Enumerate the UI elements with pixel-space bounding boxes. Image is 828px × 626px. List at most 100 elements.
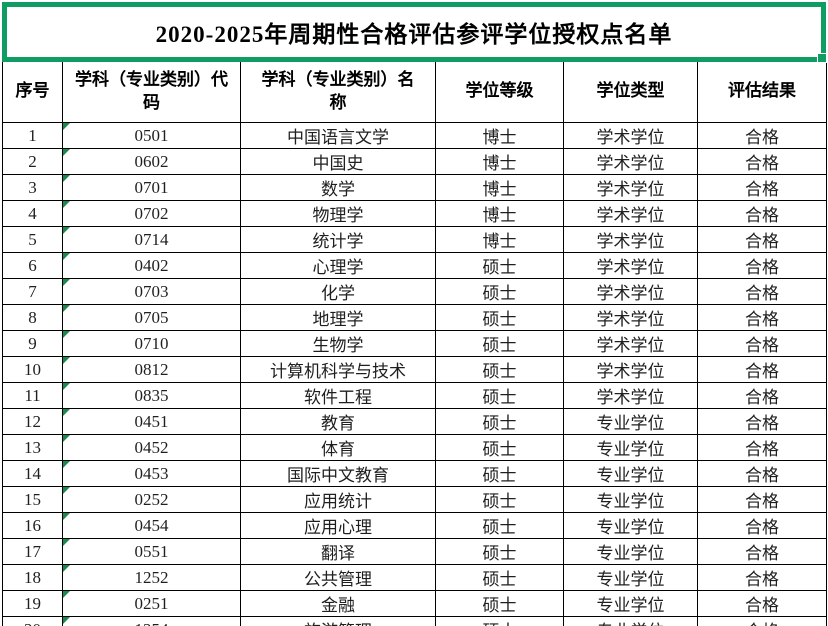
cell-result[interactable]: 合格 [697,616,827,626]
cell-code[interactable]: 0451 [62,408,241,435]
cell-code[interactable]: 0602 [62,148,241,175]
header-type[interactable]: 学位类型 [563,60,698,123]
cell-seq[interactable]: 16 [2,512,63,539]
cell-code[interactable]: 0701 [62,174,241,201]
cell-level[interactable]: 硕士 [435,356,564,383]
cell-result[interactable]: 合格 [697,564,827,591]
cell-result[interactable]: 合格 [697,356,827,383]
cell-result[interactable]: 合格 [697,226,827,253]
header-result[interactable]: 评估结果 [697,60,827,123]
cell-type[interactable]: 专业学位 [563,408,698,435]
cell-name[interactable]: 公共管理 [240,564,436,591]
cell-level[interactable]: 硕士 [435,590,564,617]
cell-seq[interactable]: 7 [2,278,63,305]
cell-level[interactable]: 硕士 [435,460,564,487]
cell-type[interactable]: 学术学位 [563,226,698,253]
cell-name[interactable]: 旅游管理 [240,616,436,626]
cell-name[interactable]: 中国语言文学 [240,122,436,149]
cell-result[interactable]: 合格 [697,590,827,617]
cell-type[interactable]: 学术学位 [563,278,698,305]
cell-level[interactable]: 硕士 [435,382,564,409]
cell-name[interactable]: 金融 [240,590,436,617]
cell-result[interactable]: 合格 [697,512,827,539]
cell-level[interactable]: 博士 [435,122,564,149]
cell-type[interactable]: 专业学位 [563,486,698,513]
cell-seq[interactable]: 12 [2,408,63,435]
cell-seq[interactable]: 17 [2,538,63,565]
cell-result[interactable]: 合格 [697,330,827,357]
cell-name[interactable]: 化学 [240,278,436,305]
cell-type[interactable]: 学术学位 [563,356,698,383]
cell-code[interactable]: 0453 [62,460,241,487]
cell-name[interactable]: 中国史 [240,148,436,175]
cell-result[interactable]: 合格 [697,304,827,331]
cell-result[interactable]: 合格 [697,486,827,513]
cell-code[interactable]: 0551 [62,538,241,565]
header-name[interactable]: 学科（专业类别）名称 [240,60,436,123]
cell-seq[interactable]: 9 [2,330,63,357]
cell-code[interactable]: 0710 [62,330,241,357]
cell-result[interactable]: 合格 [697,434,827,461]
cell-name[interactable]: 教育 [240,408,436,435]
cell-code[interactable]: 0452 [62,434,241,461]
cell-type[interactable]: 学术学位 [563,252,698,279]
selection-fill-handle[interactable] [817,53,827,63]
cell-result[interactable]: 合格 [697,382,827,409]
cell-code[interactable]: 0703 [62,278,241,305]
cell-type[interactable]: 专业学位 [563,538,698,565]
header-seq[interactable]: 序号 [2,60,63,123]
cell-type[interactable]: 学术学位 [563,382,698,409]
cell-result[interactable]: 合格 [697,174,827,201]
cell-seq[interactable]: 1 [2,122,63,149]
cell-code[interactable]: 0835 [62,382,241,409]
cell-seq[interactable]: 10 [2,356,63,383]
cell-type[interactable]: 专业学位 [563,590,698,617]
cell-level[interactable]: 硕士 [435,512,564,539]
cell-level[interactable]: 硕士 [435,408,564,435]
cell-type[interactable]: 学术学位 [563,174,698,201]
cell-code[interactable]: 0454 [62,512,241,539]
cell-name[interactable]: 体育 [240,434,436,461]
cell-seq[interactable]: 5 [2,226,63,253]
cell-result[interactable]: 合格 [697,200,827,227]
cell-result[interactable]: 合格 [697,122,827,149]
cell-level[interactable]: 博士 [435,226,564,253]
cell-name[interactable]: 国际中文教育 [240,460,436,487]
cell-code[interactable]: 0812 [62,356,241,383]
cell-name[interactable]: 物理学 [240,200,436,227]
cell-seq[interactable]: 15 [2,486,63,513]
cell-seq[interactable]: 20 [2,616,63,626]
cell-type[interactable]: 专业学位 [563,616,698,626]
cell-level[interactable]: 硕士 [435,616,564,626]
cell-result[interactable]: 合格 [697,408,827,435]
cell-result[interactable]: 合格 [697,278,827,305]
cell-level[interactable]: 硕士 [435,304,564,331]
cell-name[interactable]: 地理学 [240,304,436,331]
cell-result[interactable]: 合格 [697,538,827,565]
cell-result[interactable]: 合格 [697,252,827,279]
cell-level[interactable]: 硕士 [435,434,564,461]
cell-name[interactable]: 应用统计 [240,486,436,513]
cell-seq[interactable]: 13 [2,434,63,461]
cell-seq[interactable]: 14 [2,460,63,487]
cell-name[interactable]: 数学 [240,174,436,201]
cell-type[interactable]: 学术学位 [563,122,698,149]
cell-type[interactable]: 专业学位 [563,460,698,487]
cell-type[interactable]: 学术学位 [563,148,698,175]
cell-seq[interactable]: 2 [2,148,63,175]
cell-name[interactable]: 翻译 [240,538,436,565]
cell-type[interactable]: 专业学位 [563,512,698,539]
cell-code[interactable]: 1252 [62,564,241,591]
cell-code[interactable]: 1254 [62,616,241,626]
cell-code[interactable]: 0705 [62,304,241,331]
cell-type[interactable]: 专业学位 [563,434,698,461]
cell-level[interactable]: 博士 [435,174,564,201]
header-code[interactable]: 学科（专业类别）代码 [62,60,241,123]
cell-code[interactable]: 0702 [62,200,241,227]
cell-code[interactable]: 0402 [62,252,241,279]
cell-name[interactable]: 计算机科学与技术 [240,356,436,383]
header-level[interactable]: 学位等级 [435,60,564,123]
cell-name[interactable]: 应用心理 [240,512,436,539]
cell-name[interactable]: 统计学 [240,226,436,253]
cell-seq[interactable]: 11 [2,382,63,409]
